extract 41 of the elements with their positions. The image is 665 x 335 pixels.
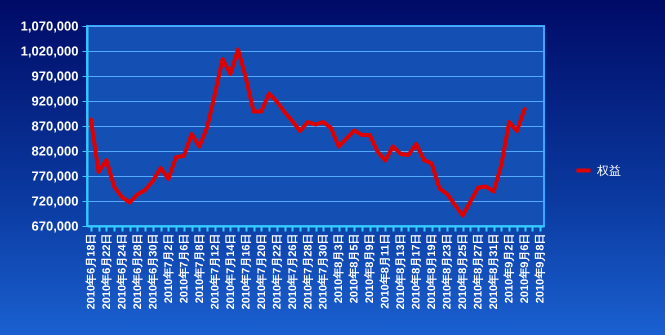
- x-tick-label: 2010年9月6日: [518, 234, 532, 304]
- x-tick-label: 2010年8月11日: [378, 234, 392, 309]
- x-tick-label: 2010年7月28日: [301, 234, 314, 310]
- x-tick-label: 2010年7月22日: [270, 234, 284, 310]
- x-tick-label: 2010年9月2日: [502, 234, 516, 304]
- y-tick-label: 1,070,000: [20, 18, 78, 34]
- x-tick-label: 2010年9月8日: [534, 234, 547, 304]
- y-tick-label: 970,000: [32, 68, 78, 84]
- y-tick-label: 870,000: [32, 118, 78, 134]
- x-tick-label: 2010年7月26日: [286, 234, 299, 310]
- x-tick-label: 2010年7月2日: [162, 234, 175, 304]
- x-tick-label: 2010年6月28日: [130, 234, 144, 310]
- x-tick-label: 2010年7月20日: [254, 234, 268, 310]
- x-tick-label: 2010年6月24日: [115, 234, 128, 310]
- y-tick-label: 720,000: [32, 194, 78, 208]
- legend-label: 权益: [596, 164, 621, 178]
- x-tick-label: 2010年6月30日: [146, 234, 160, 310]
- x-tick-label: 2010年7月14日: [224, 234, 237, 310]
- x-tick-label: 2010年6月18日: [84, 234, 98, 310]
- x-tick-label: 2010年7月8日: [192, 234, 206, 304]
- x-tick-label: 2010年8月5日: [348, 234, 361, 304]
- x-tick-label: 2010年8月25日: [456, 234, 470, 310]
- x-tick-label: 2010年7月16日: [239, 234, 252, 310]
- y-tick-label: 670,000: [32, 218, 78, 234]
- x-tick-label: 2010年7月6日: [177, 234, 190, 304]
- x-tick-label: 2010年8月19日: [425, 234, 438, 310]
- x-tick-label: 2010年8月27日: [472, 234, 485, 310]
- x-tick-label: 2010年8月23日: [440, 234, 454, 310]
- x-tick-label: 2010年6月22日: [100, 234, 113, 310]
- x-tick-label: 2010年8月31日: [487, 234, 500, 310]
- y-tick-label: 820,000: [32, 144, 78, 158]
- y-tick-label: 770,000: [32, 168, 78, 184]
- x-tick-label: 2010年8月17日: [410, 234, 423, 310]
- y-tick-label: 920,000: [32, 94, 78, 108]
- x-tick-label: 2010年8月9日: [363, 234, 376, 304]
- x-tick-label: 2010年8月3日: [332, 234, 346, 304]
- y-tick-label: 1,020,000: [20, 44, 78, 58]
- x-tick-label: 2010年8月13日: [394, 234, 408, 310]
- x-tick-label: 2010年7月30日: [316, 234, 330, 310]
- x-tick-label: 2010年7月12日: [208, 234, 222, 310]
- line-series: [88, 48, 527, 218]
